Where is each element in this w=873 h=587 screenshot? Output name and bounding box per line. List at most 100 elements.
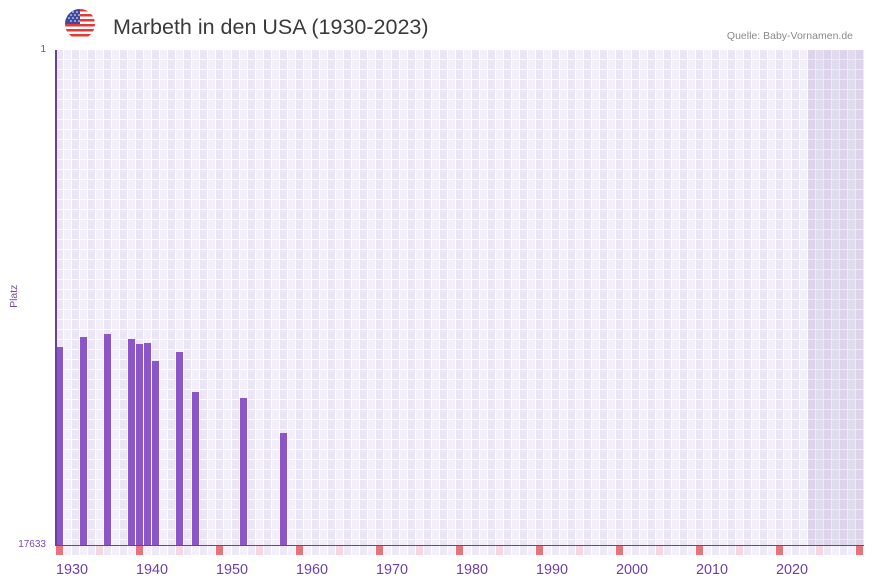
year-marker <box>664 546 671 555</box>
year-marker <box>832 546 839 555</box>
year-marker <box>440 546 447 555</box>
year-marker <box>328 546 335 555</box>
year-marker <box>176 546 183 555</box>
year-marker <box>648 546 655 555</box>
bar-1939[interactable] <box>128 339 135 545</box>
year-marker <box>408 546 415 555</box>
year-marker <box>488 546 495 555</box>
bar-1930[interactable] <box>56 346 63 545</box>
bar-1940[interactable] <box>136 343 143 545</box>
year-marker <box>272 546 279 555</box>
year-marker <box>840 546 847 555</box>
page-title: Marbeth in den USA (1930-2023) <box>113 15 429 39</box>
bar-1942[interactable] <box>152 361 159 545</box>
bar-1947[interactable] <box>192 391 199 545</box>
year-marker <box>432 546 439 555</box>
y-axis-label: Platz <box>7 284 20 308</box>
chart-plot-area <box>56 50 864 545</box>
year-marker <box>592 546 599 555</box>
year-marker <box>744 546 751 555</box>
year-marker <box>384 546 391 555</box>
x-axis-line <box>55 544 864 546</box>
year-marker <box>128 546 135 555</box>
year-marker <box>568 546 575 555</box>
year-marker <box>72 546 79 555</box>
year-marker <box>504 546 511 555</box>
year-marker <box>784 546 791 555</box>
year-marker <box>584 546 591 555</box>
year-marker <box>464 546 471 555</box>
year-marker <box>480 546 487 555</box>
year-marker <box>672 546 679 555</box>
year-marker <box>656 546 663 555</box>
bar-1936[interactable] <box>104 334 111 545</box>
year-marker <box>760 546 767 555</box>
year-marker <box>640 546 647 555</box>
year-marker <box>728 546 735 555</box>
year-marker-strip <box>56 546 864 555</box>
year-marker <box>472 546 479 555</box>
year-marker <box>424 546 431 555</box>
year-marker <box>536 546 543 555</box>
x-tick-1930: 1930 <box>56 562 89 578</box>
bar-1958[interactable] <box>280 432 287 545</box>
year-marker <box>752 546 759 555</box>
year-marker <box>616 546 623 555</box>
year-marker <box>792 546 799 555</box>
year-marker <box>360 546 367 555</box>
bar-1941[interactable] <box>144 343 151 545</box>
y-tick-bottom: 17633 <box>18 539 46 550</box>
year-marker <box>456 546 463 555</box>
x-tick-1940: 1940 <box>136 562 169 578</box>
year-marker <box>808 546 815 555</box>
year-marker <box>856 546 863 555</box>
year-marker <box>512 546 519 555</box>
year-marker <box>560 546 567 555</box>
year-marker <box>624 546 631 555</box>
year-marker <box>96 546 103 555</box>
year-marker <box>64 546 71 555</box>
us-flag-icon <box>65 9 95 39</box>
year-marker <box>352 546 359 555</box>
year-marker <box>56 546 63 555</box>
year-marker <box>304 546 311 555</box>
year-marker <box>392 546 399 555</box>
year-marker <box>448 546 455 555</box>
year-marker <box>528 546 535 555</box>
year-marker <box>320 546 327 555</box>
year-marker <box>144 546 151 555</box>
year-marker <box>264 546 271 555</box>
bar-1945[interactable] <box>176 352 183 545</box>
year-marker <box>608 546 615 555</box>
year-marker <box>368 546 375 555</box>
year-marker <box>720 546 727 555</box>
year-marker <box>416 546 423 555</box>
y-axis-line <box>55 50 57 546</box>
x-tick-1970: 1970 <box>376 562 409 578</box>
year-marker <box>280 546 287 555</box>
year-marker <box>88 546 95 555</box>
x-tick-2000: 2000 <box>616 562 649 578</box>
year-marker <box>496 546 503 555</box>
source-label: Quelle: Baby-Vornamen.de <box>726 30 853 42</box>
x-tick-1950: 1950 <box>216 562 249 578</box>
year-marker <box>768 546 775 555</box>
year-marker <box>296 546 303 555</box>
year-marker <box>104 546 111 555</box>
year-marker <box>256 546 263 555</box>
bar-1933[interactable] <box>80 336 87 545</box>
year-marker <box>544 546 551 555</box>
x-tick-1980: 1980 <box>456 562 489 578</box>
year-marker <box>688 546 695 555</box>
x-tick-2010: 2010 <box>696 562 729 578</box>
year-marker <box>816 546 823 555</box>
year-marker <box>168 546 175 555</box>
year-marker <box>600 546 607 555</box>
year-marker <box>192 546 199 555</box>
year-marker <box>576 546 583 555</box>
bar-1953[interactable] <box>240 398 247 545</box>
year-marker <box>680 546 687 555</box>
year-marker <box>552 546 559 555</box>
year-marker <box>520 546 527 555</box>
year-marker <box>240 546 247 555</box>
